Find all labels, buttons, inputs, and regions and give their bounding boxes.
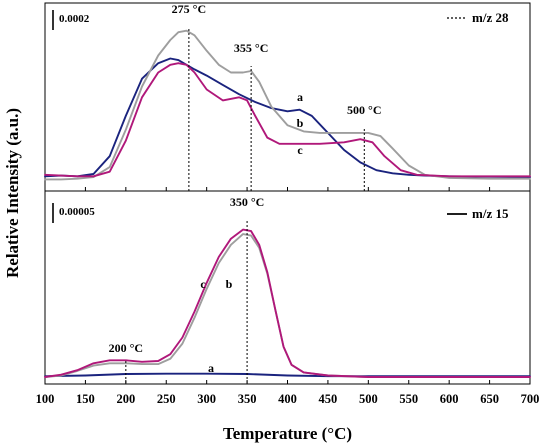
x-tick-label: 100 bbox=[36, 392, 55, 406]
peak-label: 200 °C bbox=[109, 341, 143, 355]
x-tick-label: 650 bbox=[480, 392, 499, 406]
series-a-label: a bbox=[297, 90, 303, 104]
legend-label: m/z 28 bbox=[472, 10, 509, 25]
x-tick-label: 200 bbox=[116, 392, 135, 406]
series-b-label: b bbox=[226, 277, 233, 291]
bottom-panel: 200 °C 350 °C c b a 0.00005 m/z 15 bbox=[44, 195, 531, 384]
x-tick-label: 150 bbox=[76, 392, 95, 406]
x-tick-label: 350 bbox=[238, 392, 257, 406]
x-tick-label: 400 bbox=[278, 392, 297, 406]
top-panel: 275 °C 355 °C 500 °C abc 0.0002 m/z 28 bbox=[44, 2, 531, 191]
scale-bar-label: 0.00005 bbox=[59, 206, 95, 218]
x-tick-label: 450 bbox=[319, 392, 338, 406]
peak-label: 355 °C bbox=[234, 41, 268, 55]
peak-label: 500 °C bbox=[347, 103, 381, 117]
x-tick-label: 500 bbox=[359, 392, 378, 406]
peak-label: 275 °C bbox=[172, 2, 206, 16]
x-tick-label: 600 bbox=[440, 392, 459, 406]
x-tick-label: 700 bbox=[521, 392, 540, 406]
series-b-label: b bbox=[297, 116, 304, 130]
series-a-line bbox=[44, 372, 531, 378]
series-b-line bbox=[44, 29, 531, 181]
series-c-line bbox=[44, 62, 531, 178]
series-a-line bbox=[44, 57, 531, 179]
x-axis: 100 150 200 250 300 350 400 450 500 550 600 650 700 bbox=[36, 392, 540, 406]
legend-label: m/z 15 bbox=[472, 206, 509, 221]
peak-label: 350 °C bbox=[230, 195, 264, 209]
series-a-label: a bbox=[208, 361, 214, 375]
series-c-line bbox=[44, 228, 531, 378]
x-tick-label: 250 bbox=[157, 392, 176, 406]
y-axis-label: Relative Intensity (a.u.) bbox=[3, 108, 22, 278]
x-tick-label: 550 bbox=[399, 392, 418, 406]
series-c-label: c bbox=[200, 277, 206, 291]
series-c-label: c bbox=[297, 143, 303, 157]
top-panel-frame bbox=[44, 2, 531, 192]
x-axis-label: Temperature (°C) bbox=[223, 424, 352, 443]
x-tick-label: 300 bbox=[197, 392, 216, 406]
scale-bar-label: 0.0002 bbox=[59, 13, 90, 25]
